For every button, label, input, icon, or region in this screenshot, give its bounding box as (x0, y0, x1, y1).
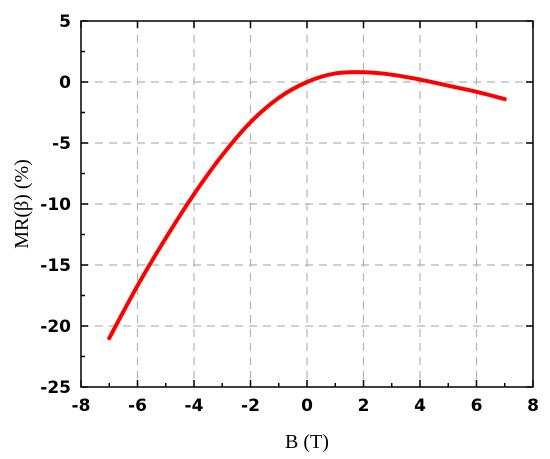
y-axis-title: MR(β) (%) (11, 159, 33, 249)
y-tick-label: -10 (40, 195, 71, 215)
x-axis-title: B (T) (285, 431, 329, 453)
y-tick-label: -20 (40, 317, 71, 337)
x-tick-label: 8 (527, 396, 539, 416)
tick-labels: -8 -6 -4 -2 0 2 4 6 850-5-10-15-20-25 (40, 12, 539, 416)
x-tick-label: -8 (72, 396, 91, 416)
y-tick-label: -25 (40, 378, 71, 398)
y-tick-label: -15 (40, 256, 71, 276)
x-tick-label: -2 (241, 396, 260, 416)
grid (81, 21, 533, 387)
mr-curve-line (107, 70, 507, 341)
series-layer (107, 70, 507, 341)
x-tick-label: -4 (185, 396, 204, 416)
x-tick-label: 2 (358, 396, 370, 416)
y-tick-label: -5 (52, 134, 71, 154)
x-tick-label: 4 (414, 396, 426, 416)
x-tick-label: -6 (128, 396, 147, 416)
ticks (80, 20, 534, 388)
x-tick-label: 6 (471, 396, 483, 416)
y-tick-label: 5 (59, 12, 71, 32)
x-tick-label: 0 (301, 396, 313, 416)
y-tick-label: 0 (59, 73, 71, 93)
